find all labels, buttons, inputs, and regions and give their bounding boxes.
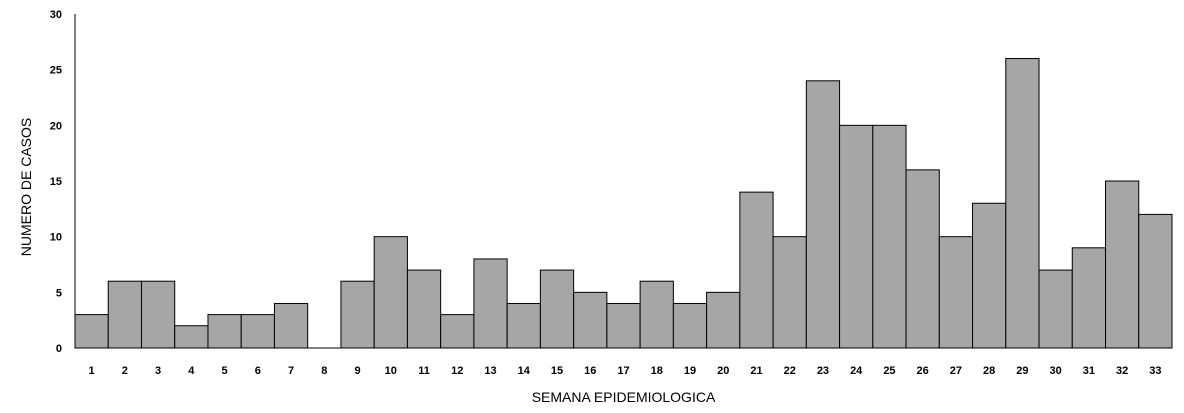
bar-week-3 — [140, 280, 176, 349]
x-tick-label: 19 — [684, 365, 696, 377]
x-tick-label: 4 — [188, 365, 195, 377]
x-tick-label: 32 — [1116, 365, 1128, 377]
bar-week-11 — [406, 269, 442, 349]
bar-week-31 — [1071, 247, 1107, 349]
y-tick-label: 0 — [56, 343, 62, 355]
bar-week-10 — [373, 236, 408, 349]
x-tick-label: 20 — [717, 365, 729, 377]
x-tick-label: 5 — [222, 365, 228, 377]
y-tick-labels: 0 5 10 15 20 25 30 — [50, 9, 62, 355]
x-tick-label: 14 — [518, 365, 531, 377]
x-tick-label: 24 — [850, 365, 863, 377]
bar-week-16 — [573, 291, 608, 349]
x-tick-label: 23 — [817, 365, 829, 377]
axes-layer — [74, 14, 1172, 349]
bar-week-22 — [772, 236, 807, 349]
x-tick-label: 27 — [950, 365, 962, 377]
x-tick-label: 2 — [122, 365, 128, 377]
bar-week-30 — [1038, 269, 1073, 349]
bar-week-14 — [506, 302, 541, 349]
x-tick-label: 11 — [418, 365, 430, 377]
bars-layer — [74, 58, 1173, 349]
bar-week-9 — [340, 280, 375, 349]
x-tick-label: 7 — [288, 365, 294, 377]
x-tick-label: 3 — [155, 365, 161, 377]
bar-week-6 — [240, 314, 275, 349]
bar-week-1 — [74, 314, 109, 349]
bar-week-29 — [1005, 58, 1040, 349]
x-tick-label: 9 — [354, 365, 360, 377]
y-tick-label: 15 — [50, 176, 62, 188]
x-tick-label: 29 — [1016, 365, 1028, 377]
bar-week-28 — [972, 202, 1007, 349]
bar-week-18 — [639, 280, 674, 349]
bar-week-19 — [672, 302, 708, 349]
x-axis-title: SEMANA EPIDEMIOLOGICA — [532, 389, 716, 405]
x-tick-label: 1 — [89, 365, 95, 377]
x-tick-label: 33 — [1149, 365, 1161, 377]
bar-week-32 — [1105, 180, 1140, 349]
y-tick-label: 10 — [50, 232, 62, 244]
x-tick-label: 18 — [651, 365, 663, 377]
x-tick-label: 12 — [451, 365, 463, 377]
x-tick-label: 16 — [584, 365, 596, 377]
x-tick-labels: 1 2 3 4 5 6 7 8 9 10 11 12 13 14 15 16 17 18 19 20 21 22 23 24 2… — [89, 365, 1162, 377]
x-tick-label: 8 — [321, 365, 327, 377]
bar-week-12 — [440, 314, 475, 349]
bar-week-21 — [739, 191, 774, 349]
y-axis-title: NUMERO DE CASOS — [18, 118, 34, 256]
x-tick-label: 25 — [883, 365, 895, 377]
bar-week-13 — [473, 258, 508, 349]
x-tick-label: 10 — [385, 365, 397, 377]
bar-week-33 — [1138, 213, 1173, 349]
bar-week-27 — [938, 236, 974, 349]
bar-week-4 — [174, 325, 209, 349]
x-tick-label: 6 — [255, 365, 261, 377]
x-tick-label: 21 — [750, 365, 762, 377]
x-tick-label: 13 — [484, 365, 496, 377]
bar-week-7 — [273, 302, 309, 349]
y-tick-label: 25 — [50, 65, 62, 77]
bar-week-17 — [606, 302, 641, 349]
y-tick-label: 5 — [56, 287, 62, 299]
x-tick-label: 30 — [1050, 365, 1062, 377]
x-tick-label: 15 — [551, 365, 563, 377]
x-tick-label: 28 — [983, 365, 995, 377]
x-tick-label: 22 — [784, 365, 796, 377]
bar-week-23 — [805, 80, 841, 349]
bar-week-2 — [107, 280, 142, 349]
x-tick-label: 17 — [617, 365, 629, 377]
bar-week-25 — [872, 124, 907, 349]
y-tick-label: 30 — [50, 9, 62, 21]
y-tick-label: 20 — [50, 120, 62, 132]
bar-week-20 — [706, 291, 741, 349]
x-tick-label: 31 — [1083, 365, 1095, 377]
bar-week-15 — [539, 269, 575, 349]
bar-week-24 — [839, 124, 874, 349]
bar-week-5 — [207, 314, 242, 349]
bar-week-26 — [905, 169, 940, 349]
x-tick-label: 26 — [917, 365, 929, 377]
